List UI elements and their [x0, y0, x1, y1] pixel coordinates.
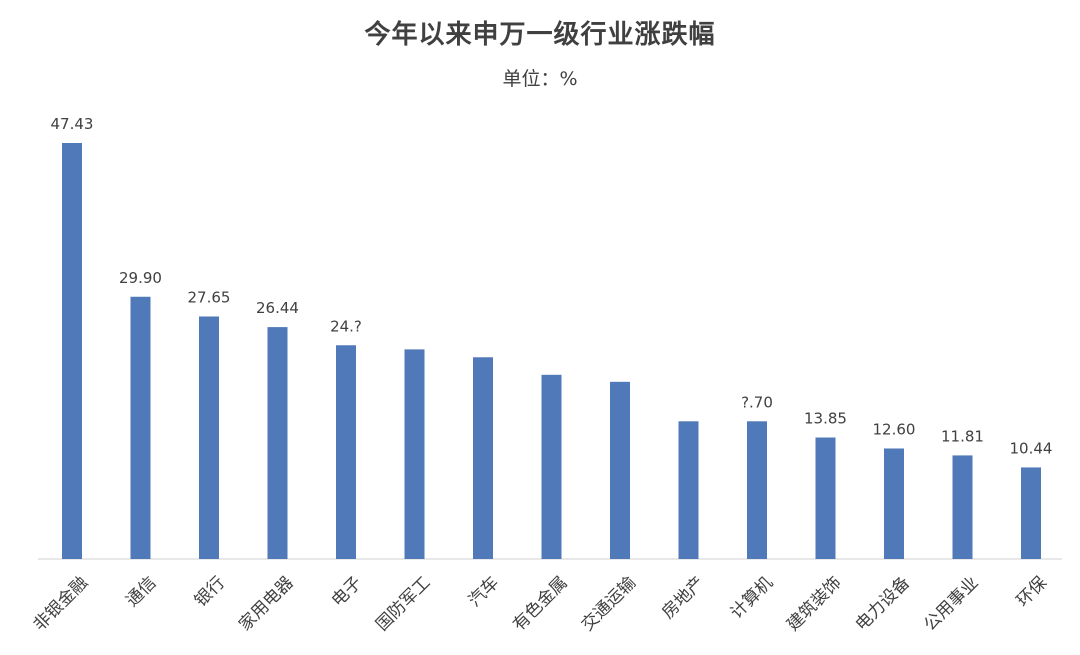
bar-1: [130, 296, 151, 559]
bar-11: [815, 437, 836, 559]
category-label-13: 公用事业: [920, 573, 982, 635]
bar-9: [678, 421, 699, 559]
value-label-12: 12.60: [873, 420, 916, 438]
chart-title: 今年以来申万一级行业涨跌幅: [364, 20, 716, 50]
category-label-8: 交通运输: [578, 573, 640, 635]
value-label-3: 26.44: [256, 299, 299, 317]
category-label-5: 国防军工: [372, 573, 434, 635]
bar-2: [199, 316, 219, 559]
value-label-0: 47.43: [51, 115, 94, 133]
category-label-12: 电力设备: [852, 573, 914, 635]
bar-8: [610, 381, 630, 559]
bar-13: [952, 455, 973, 559]
bar-7: [541, 374, 562, 559]
category-label-4: 电子: [328, 573, 366, 611]
bar-0: [62, 143, 82, 559]
bar-10: [747, 421, 767, 559]
value-label-10: ?.70: [741, 393, 773, 411]
bar-14: [1021, 467, 1041, 559]
category-label-2: 银行: [191, 573, 229, 611]
category-label-14: 环保: [1013, 573, 1051, 611]
value-label-14: 10.44: [1010, 439, 1053, 457]
category-label-3: 家用电器: [235, 573, 297, 635]
value-label-13: 11.81: [941, 427, 984, 445]
bar-3: [267, 327, 288, 559]
value-label-2: 27.65: [188, 288, 231, 306]
category-label-11: 建筑装饰: [783, 573, 845, 635]
category-label-1: 通信: [122, 573, 160, 611]
category-label-0: 非银金融: [30, 573, 92, 635]
bar-4: [336, 345, 356, 559]
chart-subtitle: 单位：%: [502, 68, 578, 90]
category-label-7: 有色金属: [509, 573, 571, 635]
bar-6: [473, 357, 493, 559]
category-label-10: 计算机: [727, 573, 777, 623]
bar-5: [404, 349, 425, 559]
category-label-9: 房地产: [658, 573, 708, 623]
value-label-1: 29.90: [119, 269, 162, 287]
value-label-11: 13.85: [804, 410, 847, 428]
value-label-4: 24.?: [330, 317, 362, 335]
bar-12: [884, 448, 904, 559]
category-label-6: 汽车: [465, 573, 503, 611]
